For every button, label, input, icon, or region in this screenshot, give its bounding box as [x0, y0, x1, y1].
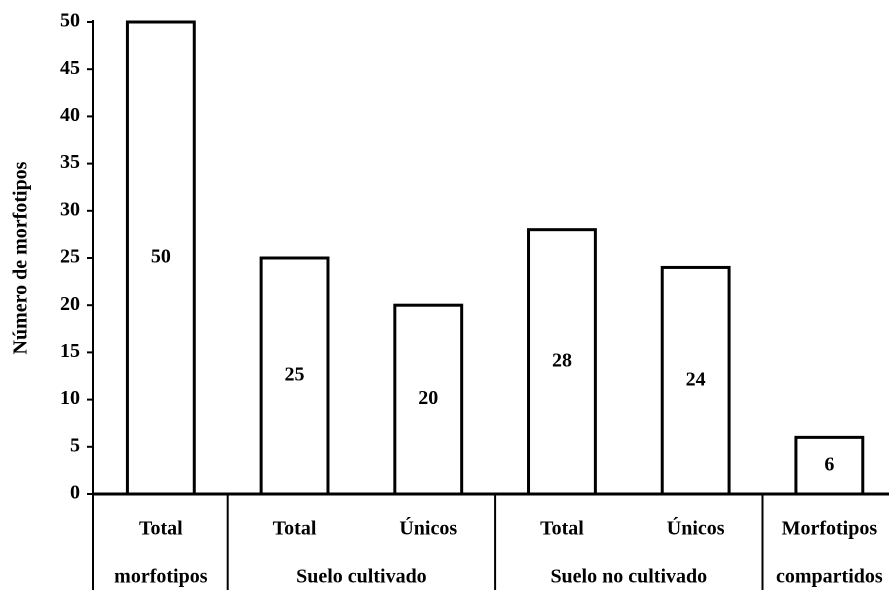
y-tick-label: 45 [60, 57, 80, 79]
x-tick-label: Total [273, 518, 317, 540]
x-tick-label: Morfotipos [782, 518, 878, 540]
y-tick-label: 30 [60, 198, 80, 220]
y-tick-label: 50 [60, 10, 80, 32]
y-tick-label: 10 [60, 387, 80, 409]
group-label: morfotipos [114, 566, 208, 588]
group-label: Suelo cultivado [296, 566, 427, 588]
bar [527, 228, 597, 496]
y-tick-label: 35 [60, 151, 80, 173]
data-label: 6 [824, 453, 834, 475]
data-label: 28 [552, 349, 572, 371]
y-tick-label: 5 [70, 434, 80, 456]
y-tick-label: 25 [60, 246, 80, 268]
y-tick-label: 20 [60, 293, 80, 315]
x-tick-label: Únicos [399, 516, 457, 540]
y-tick-label: 15 [60, 340, 80, 362]
x-tick-label: Total [139, 518, 183, 540]
bar [259, 256, 330, 496]
data-label: 20 [418, 387, 438, 409]
data-label: 25 [285, 364, 305, 386]
group-label: compartidos [776, 566, 883, 588]
data-label: 24 [686, 368, 706, 390]
x-tick-label: Total [540, 518, 584, 540]
x-tick-label: Únicos [667, 516, 725, 540]
group-label: Suelo no cultivado [550, 566, 707, 588]
data-label: 50 [151, 246, 171, 268]
y-tick-label: 0 [70, 482, 80, 504]
bar [125, 20, 196, 496]
y-tick-label: 40 [60, 104, 80, 126]
y-axis-label: Número de morfotipos [10, 161, 32, 354]
